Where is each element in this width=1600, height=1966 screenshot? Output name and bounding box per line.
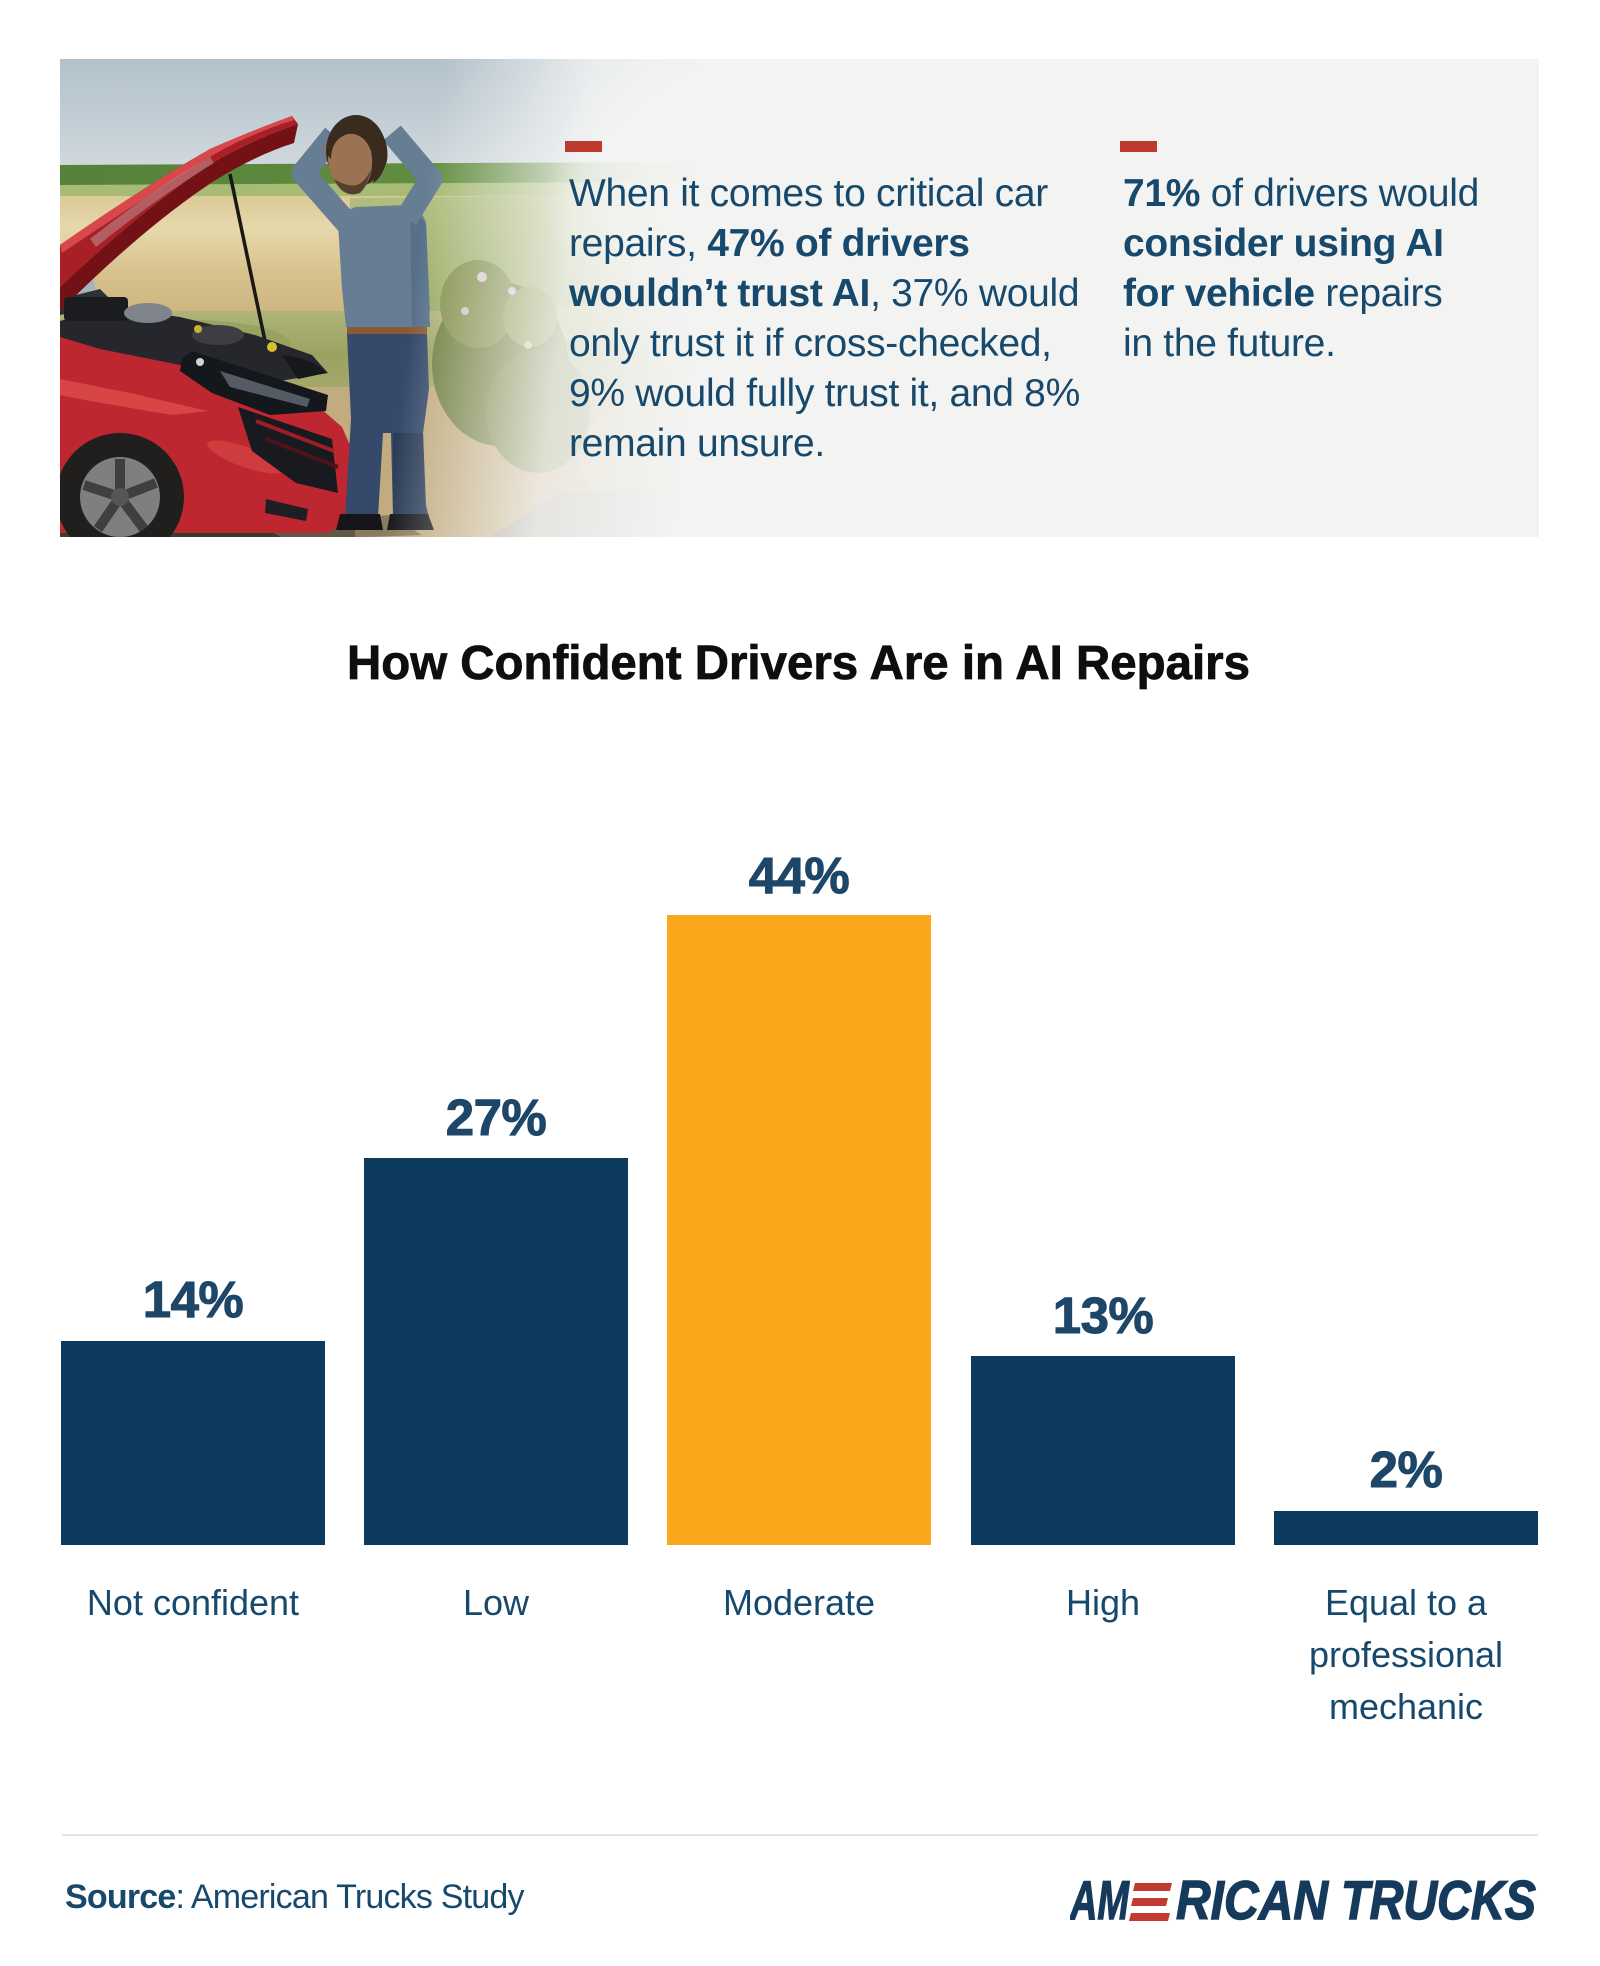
svg-text:RICAN: RICAN — [1176, 1879, 1329, 1925]
svg-text:How Confident Drivers Are in A: How Confident Drivers Are in AI Repairs — [347, 637, 1250, 690]
svg-text:TRUCKS: TRUCKS — [1341, 1879, 1536, 1925]
svg-text:AM: AM — [1070, 1879, 1130, 1925]
